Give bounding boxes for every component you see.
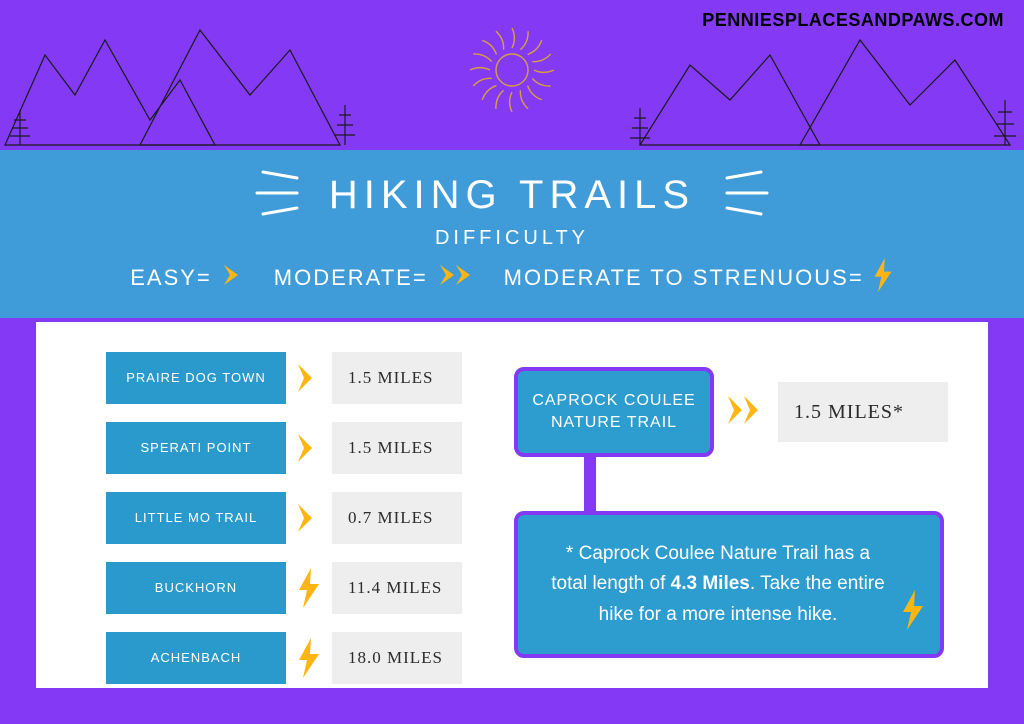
trail-distance: 1.5 MILES (332, 352, 462, 404)
chevron-icon (220, 261, 250, 295)
trail-distance: 0.7 MILES (332, 492, 462, 544)
caprock-row: CAPROCK COULEE NATURE TRAIL 1.5 MILES* (514, 367, 948, 457)
title-row: HIKING TRAILS (249, 168, 775, 223)
legend-easy-label: EASY= (130, 265, 212, 291)
caprock-note: * Caprock Coulee Nature Trail has a tota… (514, 511, 944, 658)
legend-strenuous-label: MODERATE TO STRENUOUS= (504, 265, 864, 291)
trails-list: PRAIRE DOG TOWN 1.5 MILES SPERATI POINT … (76, 352, 464, 658)
bolt-icon (286, 632, 332, 684)
note-text-bold: 4.3 Miles (671, 573, 750, 594)
title-bar: HIKING TRAILS DIFFICULTY EASY= MODERATE=… (0, 150, 1024, 318)
trail-distance: 18.0 MILES (332, 632, 462, 684)
trail-name: BUCKHORN (106, 562, 286, 614)
chevron-icon (286, 352, 332, 404)
connector-line (584, 457, 596, 511)
bolt-icon (900, 590, 926, 640)
trail-row: SPERATI POINT 1.5 MILES (106, 422, 464, 474)
double-chevron-icon (724, 392, 768, 433)
caprock-distance: 1.5 MILES* (778, 382, 948, 442)
bolt-icon (286, 562, 332, 614)
trail-name: LITTLE MO TRAIL (106, 492, 286, 544)
caprock-name: CAPROCK COULEE NATURE TRAIL (514, 367, 714, 457)
chevron-icon (286, 492, 332, 544)
title-main: HIKING TRAILS (329, 173, 695, 218)
difficulty-legend: EASY= MODERATE= MODERATE TO STRENUOUS= (20, 258, 1004, 298)
trail-distance: 11.4 MILES (332, 562, 462, 614)
legend-easy: EASY= (130, 261, 250, 295)
caprock-section: CAPROCK COULEE NATURE TRAIL 1.5 MILES* *… (514, 352, 948, 658)
legend-moderate: MODERATE= (274, 261, 480, 295)
trail-row: LITTLE MO TRAIL 0.7 MILES (106, 492, 464, 544)
chevron-icon (286, 422, 332, 474)
infographic-root: PENNIESPLACESANDPAWS.COM HIKING TRAILS D… (0, 0, 1024, 724)
trail-name: SPERATI POINT (106, 422, 286, 474)
legend-strenuous: MODERATE TO STRENUOUS= (504, 258, 894, 298)
burst-left-icon (249, 168, 301, 223)
trail-name: ACHENBACH (106, 632, 286, 684)
website-url: PENNIESPLACESANDPAWS.COM (702, 10, 1004, 31)
double-chevron-icon (436, 261, 480, 295)
bolt-icon (872, 258, 894, 298)
content-card: PRAIRE DOG TOWN 1.5 MILES SPERATI POINT … (36, 322, 988, 688)
title-sub: DIFFICULTY (20, 227, 1004, 250)
legend-moderate-label: MODERATE= (274, 265, 428, 291)
trail-name: PRAIRE DOG TOWN (106, 352, 286, 404)
sun-icon (462, 20, 562, 125)
trail-row: ACHENBACH 18.0 MILES (106, 632, 464, 684)
trail-row: PRAIRE DOG TOWN 1.5 MILES (106, 352, 464, 404)
trail-row: BUCKHORN 11.4 MILES (106, 562, 464, 614)
trail-distance: 1.5 MILES (332, 422, 462, 474)
burst-right-icon (723, 168, 775, 223)
